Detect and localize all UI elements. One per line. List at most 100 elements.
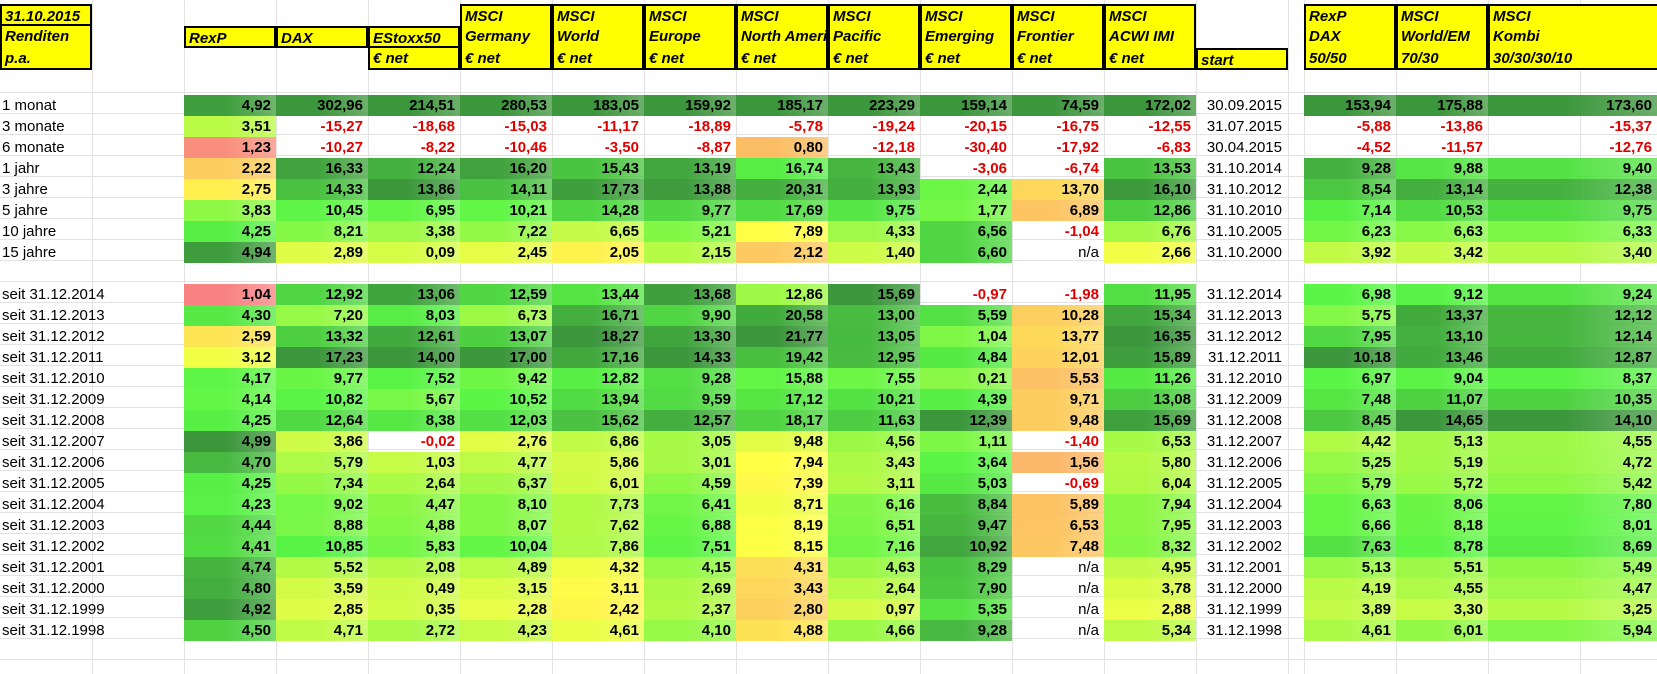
column-header-8-l1: MSCI	[920, 4, 1012, 26]
value-cell: 13,94	[552, 389, 644, 410]
column-header-6-l3: € net	[736, 48, 828, 70]
value-cell: 2,22	[184, 158, 276, 179]
gridline-horizontal	[0, 134, 1657, 135]
value-cell: 1,56	[1012, 452, 1104, 473]
value-cell: 4,77	[460, 452, 552, 473]
combo-value-cell: 9,24	[1488, 284, 1657, 305]
value-cell: 11,95	[1104, 284, 1196, 305]
value-cell: 8,03	[368, 305, 460, 326]
value-cell: 18,17	[736, 410, 828, 431]
value-cell: 5,80	[1104, 452, 1196, 473]
combo-value-cell: 13,14	[1396, 179, 1488, 200]
combo-value-cell: 8,45	[1304, 410, 1396, 431]
value-cell: 13,88	[644, 179, 736, 200]
value-cell: 74,59	[1012, 95, 1104, 116]
column-header-0-l1: RexP	[184, 26, 276, 48]
combo-value-cell: 9,40	[1488, 158, 1657, 179]
value-cell: 0,21	[920, 368, 1012, 389]
value-cell: 12,24	[368, 158, 460, 179]
value-cell: -5,78	[788, 118, 823, 135]
value-cell: -15,27	[320, 118, 363, 135]
combo-value-cell: 6,66	[1304, 515, 1396, 536]
value-cell: 9,90	[644, 305, 736, 326]
value-cell: 7,22	[460, 221, 552, 242]
value-cell: 9,75	[828, 200, 920, 221]
combo-header-0-l3: 50/50	[1304, 48, 1396, 70]
combo-value-cell: 8,06	[1396, 494, 1488, 515]
combo-value-cell: 9,04	[1396, 368, 1488, 389]
start-date-cell: 31.12.1999	[1206, 601, 1282, 618]
value-cell: 5,89	[1012, 494, 1104, 515]
row-label: 6 monate	[2, 139, 65, 156]
value-cell: 8,21	[276, 221, 368, 242]
value-cell: 2,72	[368, 620, 460, 641]
row-label: seit 31.12.2011	[2, 349, 104, 366]
value-cell: 8,32	[1104, 536, 1196, 557]
combo-value-cell: -13,86	[1440, 118, 1483, 135]
row-label: seit 31.12.2000	[2, 580, 105, 597]
column-header-7-l2: Pacific	[828, 26, 920, 48]
value-cell: 2,75	[184, 179, 276, 200]
value-cell: 4,39	[920, 389, 1012, 410]
combo-value-cell: 5,19	[1396, 452, 1488, 473]
row-label: seit 31.12.2008	[2, 412, 105, 429]
start-date-cell: 31.10.2012	[1206, 181, 1282, 198]
start-date-cell: 31.12.2010	[1206, 370, 1282, 387]
combo-value-cell: 6,33	[1488, 221, 1657, 242]
value-cell: 4,88	[368, 515, 460, 536]
value-cell: 0,80	[736, 137, 828, 158]
value-cell: 7,62	[552, 515, 644, 536]
combo-value-cell: 5,94	[1488, 620, 1657, 641]
value-cell: 2,89	[276, 242, 368, 263]
value-cell: 4,63	[828, 557, 920, 578]
combo-value-cell: 10,35	[1488, 389, 1657, 410]
value-cell: 3,12	[184, 347, 276, 368]
combo-value-cell: 3,25	[1488, 599, 1657, 620]
row-label: 5 jahre	[2, 202, 48, 219]
value-cell: 6,65	[552, 221, 644, 242]
value-cell: 2,45	[460, 242, 552, 263]
value-cell: 6,56	[920, 221, 1012, 242]
gridline-horizontal	[0, 659, 1657, 660]
combo-value-cell: 6,63	[1396, 221, 1488, 242]
combo-header-0-l1: RexP	[1304, 4, 1396, 26]
value-cell: 1,04	[920, 326, 1012, 347]
value-cell: 3,15	[460, 578, 552, 599]
value-cell: 7,94	[1104, 494, 1196, 515]
value-cell: 9,71	[1012, 389, 1104, 410]
value-cell: 4,41	[184, 536, 276, 557]
value-cell: 12,95	[828, 347, 920, 368]
gridline-horizontal	[0, 155, 1657, 156]
value-cell: 17,12	[736, 389, 828, 410]
value-cell: 6,73	[460, 305, 552, 326]
value-cell: 7,90	[920, 578, 1012, 599]
value-cell: 2,28	[460, 599, 552, 620]
row-label: 1 jahr	[2, 160, 40, 177]
value-cell: 4,99	[184, 431, 276, 452]
value-cell: 5,83	[368, 536, 460, 557]
row-label: seit 31.12.2006	[2, 454, 105, 471]
combo-value-cell: 6,01	[1396, 620, 1488, 641]
value-cell: 13,06	[368, 284, 460, 305]
value-cell: 1,11	[920, 431, 1012, 452]
value-cell: 159,92	[644, 95, 736, 116]
combo-value-cell: 7,63	[1304, 536, 1396, 557]
value-cell: 7,55	[828, 368, 920, 389]
value-cell: 8,15	[736, 536, 828, 557]
value-cell: 3,43	[736, 578, 828, 599]
value-cell: 4,70	[184, 452, 276, 473]
start-date-cell: 31.12.2013	[1206, 307, 1282, 324]
combo-value-cell: 10,53	[1396, 200, 1488, 221]
column-header-7-l3: € net	[828, 48, 920, 70]
value-cell: 6,88	[644, 515, 736, 536]
column-header-3-l1: MSCI	[460, 4, 552, 26]
column-header-10-l3: € net	[1104, 48, 1196, 70]
start-date-cell: 31.07.2015	[1206, 118, 1282, 135]
value-cell: 10,92	[920, 536, 1012, 557]
value-cell: 4,66	[828, 620, 920, 641]
value-cell: 9,48	[736, 431, 828, 452]
value-cell: 14,33	[276, 179, 368, 200]
value-cell: 4,33	[828, 221, 920, 242]
value-cell: 12,03	[460, 410, 552, 431]
